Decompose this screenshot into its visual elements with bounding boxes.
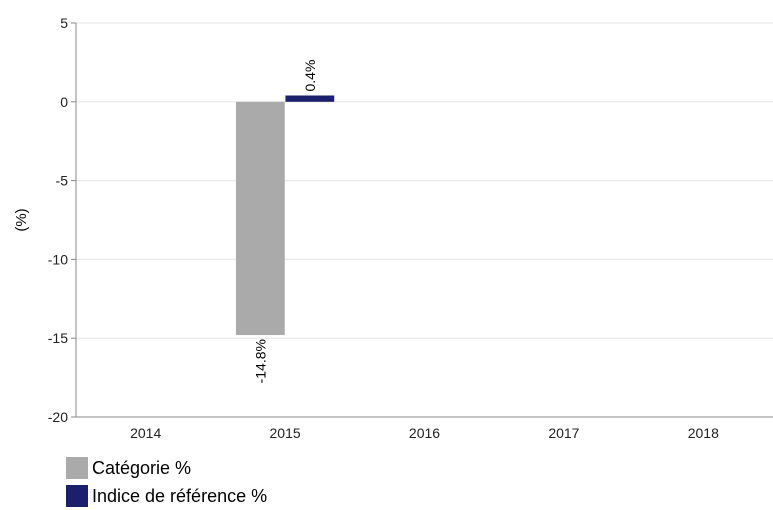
y-tick-label--10: -10 [48, 251, 68, 267]
data-label-1-2015: 0.4% [302, 60, 318, 92]
legend-swatch-categorie [66, 457, 88, 479]
legend-swatch-indice [66, 485, 88, 507]
bar-0-2015 [235, 101, 285, 336]
legend-item-indice: Indice de référence % [66, 482, 267, 510]
legend: Catégorie % Indice de référence % [66, 454, 267, 510]
legend-label-indice: Indice de référence % [92, 485, 268, 506]
y-axis-label: (%) [13, 208, 30, 231]
y-tick-label-0: 0 [60, 94, 68, 110]
legend-label-categorie: Catégorie % [92, 457, 192, 478]
y-tick-label-5: 5 [60, 15, 68, 31]
x-tick-label-2017: 2017 [548, 425, 579, 441]
bar-1-2015 [285, 95, 335, 102]
legend-item-categorie: Catégorie % [66, 454, 267, 482]
y-tick-label--5: -5 [56, 173, 69, 189]
bars [235, 95, 335, 336]
data-label-0-2015: -14.8% [252, 339, 268, 383]
x-tick-label-2014: 2014 [130, 425, 161, 441]
y-tick-label--20: -20 [48, 409, 68, 425]
y-tick-label--15: -15 [48, 330, 68, 346]
grid-lines [76, 22, 773, 418]
data-labels: -14.8% 0.4% [252, 60, 317, 384]
x-tick-label-2016: 2016 [409, 425, 440, 441]
x-axis-ticks: 2014 2015 2016 2017 2018 [130, 425, 719, 441]
bar-chart: 5 0 -5 -10 -15 -20 2014 2015 2016 2017 2018 -14.8… [13, 15, 773, 441]
x-tick-label-2015: 2015 [270, 425, 301, 441]
x-tick-label-2018: 2018 [688, 425, 719, 441]
y-axis-ticks: 5 0 -5 -10 -15 -20 [48, 15, 76, 425]
